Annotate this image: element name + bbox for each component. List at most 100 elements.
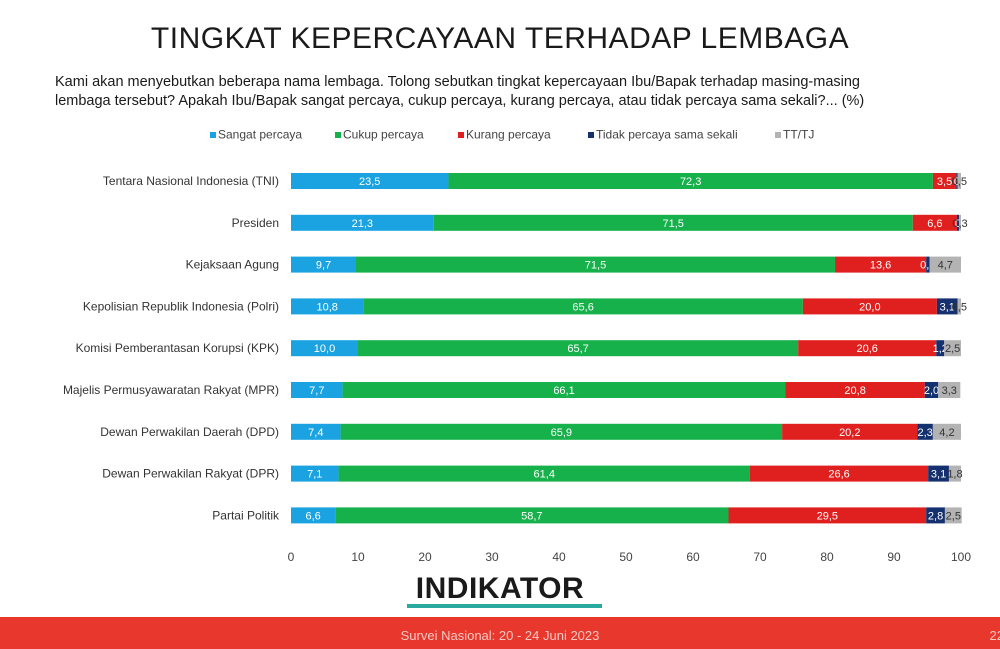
data-label: 9,7 [316, 260, 331, 272]
bar-segment [926, 256, 930, 273]
bar-segment [291, 507, 336, 524]
data-label: 65,6 [572, 301, 593, 313]
legend-label: Kurang percaya [466, 128, 551, 142]
bar-segment [944, 507, 962, 524]
data-label: 4,2 [939, 427, 954, 439]
legend-swatch [335, 132, 341, 138]
bar-segment [335, 507, 729, 524]
data-label: 13,6 [870, 260, 891, 272]
bar-segment [802, 298, 937, 315]
data-label: 7,7 [309, 385, 324, 397]
bar-segment [936, 340, 945, 357]
data-label: 20,8 [844, 385, 865, 397]
data-label: 29,5 [817, 510, 838, 522]
data-label: 3,5 [937, 176, 952, 188]
data-label: 7,4 [308, 427, 323, 439]
bar-segment [957, 298, 961, 315]
data-label: 3,1 [940, 301, 955, 313]
page-number: 22 [989, 628, 1000, 643]
x-tick-label: 30 [485, 550, 499, 564]
data-label: 0,5 [952, 301, 967, 313]
x-tick-label: 10 [351, 550, 365, 564]
subtitle-line-2: lembaga tersebut? Apakah Ibu/Bapak sanga… [55, 93, 865, 109]
data-label: 58,7 [521, 510, 542, 522]
bar-segment [785, 382, 925, 398]
data-label: 65,9 [551, 427, 572, 439]
data-label: 20,6 [856, 343, 877, 355]
legend-swatch [775, 132, 781, 138]
x-tick-label: 90 [887, 550, 901, 564]
bar-segment [956, 214, 959, 231]
chart-title: TINGKAT KEPERCAYAAN TERHADAP LEMBAGA [150, 22, 850, 55]
indikator-logo: INDIKATOR [415, 572, 585, 605]
bar-segment [291, 382, 343, 398]
bar-segment [926, 507, 945, 524]
bar-segment [291, 214, 434, 231]
category-label: Tentara Nasional Indonesia (TNI) [103, 174, 279, 188]
footer-text: Survei Nasional: 20 - 24 Juni 2023 [400, 628, 600, 643]
data-label: 2,8 [928, 510, 943, 522]
logo-accent-bar [407, 604, 602, 608]
legend-label: Tidak percaya sama sekali [596, 128, 738, 142]
bar-segment [956, 173, 958, 189]
data-label: 2,3 [918, 427, 933, 439]
bar-segment [932, 423, 961, 440]
bar-segment [291, 298, 364, 315]
data-label: 3,1 [931, 469, 946, 481]
bar-segment [924, 382, 939, 398]
bar-segment [363, 298, 803, 315]
bar-segment [291, 256, 356, 273]
bar-segment [291, 465, 339, 482]
bar-segment [448, 173, 933, 189]
bar-segment [433, 214, 913, 231]
bar-segment [957, 173, 961, 189]
category-label: Komisi Pemberantasan Korupsi (KPK) [76, 341, 279, 355]
data-label: 72,3 [680, 176, 701, 188]
data-label: 71,5 [585, 260, 606, 272]
legend-label: Sangat percaya [218, 128, 302, 142]
bar-segment [340, 423, 783, 440]
data-label: 2,5 [945, 343, 960, 355]
bar-segment [835, 256, 927, 273]
bar-segment [798, 340, 937, 357]
legend-swatch [458, 132, 464, 138]
bar-segment [782, 423, 918, 440]
chart-subtitle: Kami akan menyebutkan beberapa nama lemb… [55, 73, 975, 111]
bar-segment [928, 465, 949, 482]
data-label: 4,7 [938, 260, 953, 272]
x-tick-label: 100 [951, 550, 971, 564]
data-label: 20,2 [839, 427, 860, 439]
bar-segment [917, 423, 933, 440]
x-tick-label: 70 [753, 550, 767, 564]
category-label: Majelis Permusyawaratan Rakyat (MPR) [63, 383, 279, 397]
data-label: 1,2 [933, 343, 948, 355]
data-label: 3,3 [942, 385, 957, 397]
legend-label: TT/TJ [783, 128, 814, 142]
bar-segment [932, 173, 957, 189]
x-tick-label: 60 [686, 550, 700, 564]
data-label: 7,1 [307, 469, 322, 481]
category-label: Presiden [232, 216, 279, 230]
bar-segment [936, 298, 958, 315]
data-label: 71,5 [663, 218, 684, 230]
data-label: 0,5 [952, 176, 967, 188]
bar-segment [291, 340, 358, 357]
data-label: 23,5 [359, 176, 380, 188]
bar-segment [929, 256, 961, 273]
data-label: 66,1 [553, 385, 574, 397]
data-label: 10,8 [316, 301, 337, 313]
category-label: Kejaksaan Agung [186, 258, 279, 272]
category-label: Partai Politik [212, 508, 280, 522]
data-label: 2,0 [924, 385, 939, 397]
bar-segment [958, 214, 961, 231]
footer-bar: Survei Nasional: 20 - 24 Juni 2023 22 [0, 617, 1000, 649]
bar-segment [948, 465, 961, 482]
x-tick-label: 20 [418, 550, 432, 564]
data-label: 6,6 [927, 218, 942, 230]
data-label: 0 [954, 176, 960, 188]
bar-segment [342, 382, 786, 398]
category-label: Dewan Perwakilan Daerah (DPD) [100, 425, 279, 439]
data-label: 10,0 [314, 343, 335, 355]
data-label: 21,3 [352, 218, 373, 230]
data-label: 6,6 [305, 510, 320, 522]
